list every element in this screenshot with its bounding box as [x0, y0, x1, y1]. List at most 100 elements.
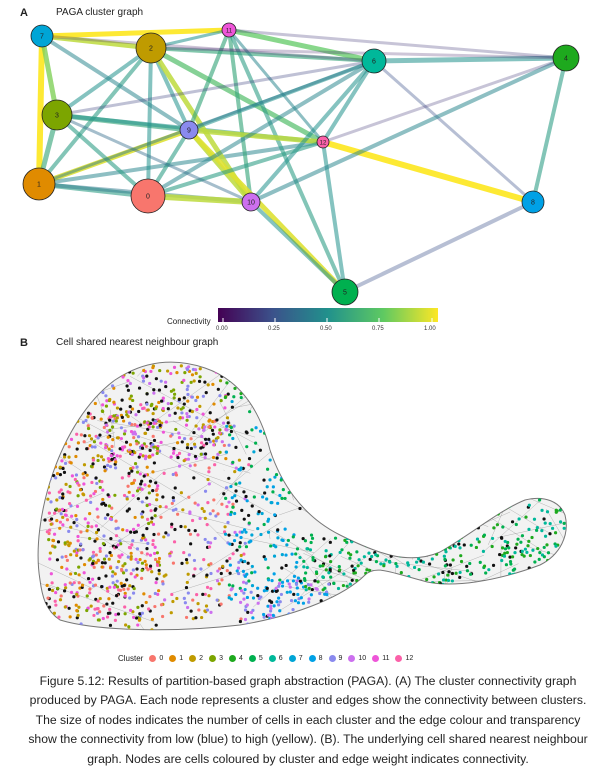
cell-dot — [121, 571, 126, 575]
cell-dot — [147, 521, 151, 526]
panel-a-letter: A — [20, 7, 28, 19]
cell-dot — [278, 419, 282, 423]
cell-dot — [182, 550, 186, 555]
cell-dot — [288, 585, 292, 589]
cell-edge — [333, 369, 394, 421]
cell-dot — [100, 565, 104, 569]
cell-dot — [367, 568, 372, 573]
cell-dot — [276, 620, 280, 624]
cell-dot — [307, 597, 311, 601]
cell-dot — [114, 519, 118, 523]
cell-edge — [381, 396, 383, 405]
cell-edge — [365, 509, 480, 520]
cell-dot — [453, 531, 457, 535]
cell-dot — [206, 477, 210, 482]
cell-dot — [233, 470, 237, 474]
cell-dot — [278, 493, 282, 498]
cell-edge — [440, 425, 474, 456]
network-outline — [37, 361, 567, 631]
cell-dot — [45, 407, 49, 411]
cell-dot — [115, 416, 119, 420]
cell-dot — [51, 444, 55, 448]
cell-dot — [430, 557, 434, 561]
cell-dot — [131, 371, 135, 375]
cell-dot — [527, 539, 531, 543]
cell-dot — [247, 521, 251, 525]
cell-dot — [162, 471, 166, 475]
connectivity-colorbar — [218, 308, 438, 322]
cell-dot — [259, 532, 263, 537]
cell-dot — [79, 530, 83, 534]
cell-dot — [58, 495, 62, 500]
cell-dot — [148, 455, 152, 459]
cell-dot — [232, 424, 236, 428]
cell-dot — [149, 421, 153, 425]
cell-dot — [249, 590, 253, 594]
cell-dot — [359, 581, 363, 585]
cell-dot — [239, 466, 243, 470]
cell-dot — [67, 445, 71, 449]
cluster-edge — [149, 46, 376, 63]
cell-dot — [314, 586, 318, 591]
cell-dot — [367, 551, 371, 555]
cell-dot — [77, 565, 81, 569]
cell-dot — [172, 540, 177, 544]
cell-dot — [258, 429, 263, 433]
cell-dot — [189, 437, 193, 441]
cell-dot — [61, 492, 65, 496]
cell-dot — [450, 500, 454, 504]
cell-edge — [109, 482, 212, 548]
cell-edge — [149, 369, 228, 425]
cell-dot — [58, 415, 62, 419]
cell-dot — [159, 440, 163, 444]
cell-dot — [194, 616, 198, 620]
cell-dot — [151, 418, 155, 422]
cell-dot — [186, 399, 190, 403]
cell-dot — [131, 539, 135, 543]
cell-dot — [252, 450, 256, 454]
cell-dot — [490, 536, 495, 541]
cell-dot — [374, 553, 378, 557]
cell-dot — [296, 576, 301, 580]
cell-dot — [210, 428, 215, 433]
cell-dot — [202, 428, 206, 432]
cell-dot — [212, 402, 216, 406]
cell-dot — [295, 547, 300, 551]
cell-dot — [122, 432, 127, 436]
cell-dot — [382, 564, 386, 568]
cell-dot — [281, 538, 285, 543]
cell-dot — [49, 500, 53, 504]
cell-dot — [247, 457, 252, 461]
cell-dot — [294, 582, 299, 587]
cell-dot — [530, 535, 534, 540]
cell-dot — [126, 388, 130, 392]
cell-dot — [293, 425, 298, 430]
cell-dot — [258, 448, 262, 452]
cell-dot — [199, 567, 203, 571]
cell-dot — [225, 416, 230, 420]
cell-dot — [140, 515, 144, 519]
cell-dot — [285, 579, 290, 583]
cell-dot — [76, 613, 80, 618]
cell-dot — [203, 592, 207, 596]
cell-dot — [245, 595, 250, 600]
cell-dot — [134, 530, 138, 534]
cell-dot — [169, 401, 173, 406]
cell-dot — [308, 548, 313, 552]
cell-dot — [52, 532, 57, 536]
cell-dot — [471, 521, 475, 525]
cell-dot — [215, 579, 220, 583]
cluster-node-circle — [130, 178, 166, 214]
cell-dot — [460, 517, 464, 521]
cell-dot — [164, 420, 168, 424]
cell-dot — [234, 592, 238, 597]
cell-dot — [217, 431, 222, 435]
cell-dot — [349, 528, 353, 532]
cell-dot — [52, 426, 56, 430]
cell-dot — [425, 577, 429, 582]
cell-edge — [503, 424, 552, 434]
cell-dot — [495, 523, 500, 527]
cell-dot — [86, 606, 90, 610]
cell-dot — [50, 413, 55, 417]
cell-dot — [326, 616, 331, 620]
